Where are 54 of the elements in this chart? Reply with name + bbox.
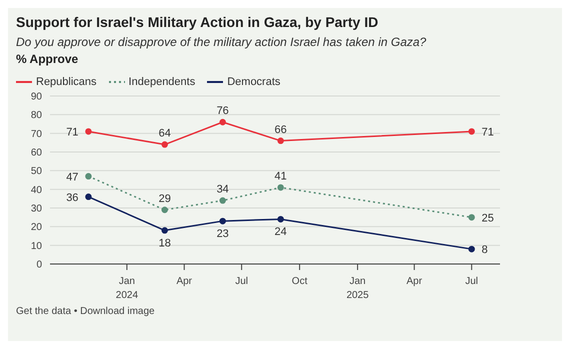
point: [161, 206, 168, 214]
data-label: 71: [482, 126, 494, 138]
data-label: 25: [482, 212, 494, 224]
data-label: 41: [274, 170, 287, 182]
y-tick-label: 50: [30, 166, 42, 178]
x-tick-label: Jan 2025: [346, 276, 370, 301]
y-tick-label: 20: [30, 222, 42, 234]
point: [468, 246, 475, 252]
x-tick-label: Apr: [176, 276, 193, 287]
point: [161, 227, 168, 234]
data-label: 29: [158, 192, 171, 205]
legend-label: Democrats: [226, 76, 280, 88]
y-tick-label: 10: [30, 240, 42, 252]
point: [277, 138, 284, 144]
point: [85, 194, 92, 200]
data-label: 71: [66, 126, 78, 138]
point: [85, 128, 92, 135]
x-tick-label: Jan 2024: [116, 276, 138, 301]
data-label: 66: [274, 124, 287, 136]
point: [468, 214, 475, 221]
y-tick-label: 60: [30, 148, 42, 159]
y-tick-label: 0: [36, 260, 42, 271]
point: [219, 218, 226, 224]
data-label: 8: [482, 244, 488, 256]
data-label: 18: [158, 237, 171, 250]
point: [277, 216, 284, 222]
data-label: 47: [66, 171, 78, 184]
point: [219, 118, 226, 126]
chart-title: Support for Israel's Military Action in Gaza, by Party ID: [16, 13, 380, 30]
y-tick-label: 70: [30, 128, 42, 140]
point: [468, 128, 475, 135]
point: [161, 141, 168, 148]
point: [219, 197, 226, 204]
data-label: 76: [216, 105, 229, 118]
legend-label: Republicans: [35, 76, 97, 88]
data-label: 34: [216, 184, 229, 196]
point: [277, 184, 284, 191]
x-tick-label: Jul: [235, 276, 248, 287]
y-tick-label: 30: [30, 204, 42, 215]
y-axis-title: % Approve: [16, 52, 80, 66]
x-tick-label: Apr: [406, 276, 423, 287]
data-label: 64: [158, 128, 171, 140]
data-label: 24: [274, 226, 287, 238]
x-tick-label: Oct: [292, 276, 308, 287]
point: [85, 173, 92, 180]
y-tick-label: 40: [30, 184, 42, 196]
x-tick-label: Jul: [465, 276, 478, 287]
y-tick-label: 90: [30, 92, 42, 103]
data-label: 36: [66, 192, 78, 204]
text: Get the data • Download image: [16, 306, 156, 317]
y-tick-label: 80: [30, 110, 42, 122]
legend-label: Independents: [128, 76, 196, 88]
data-label: 23: [216, 228, 229, 240]
chart-subtitle: Do you approve or disapprove of the military action Israel has taken in Gaza?: [16, 35, 428, 49]
